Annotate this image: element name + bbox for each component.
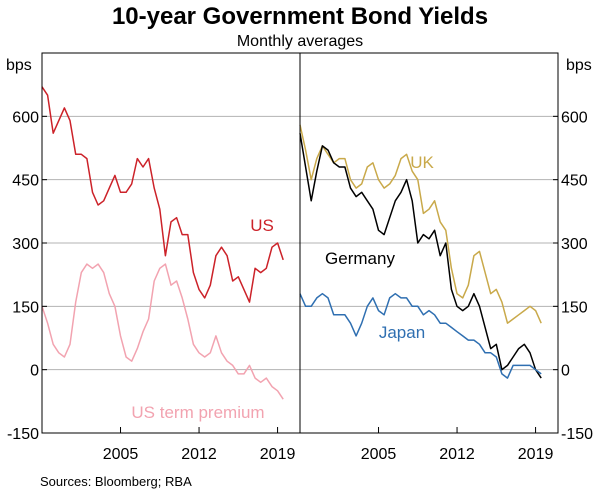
y-tick-label-right-3: 300 — [561, 236, 588, 253]
y-tick-label-left-0: -150 — [7, 426, 39, 443]
x-tick-label-left-0: 2005 — [103, 446, 139, 463]
data-series — [41, 86, 542, 400]
y-tick-label-left-5: 600 — [12, 109, 39, 126]
source-note: Sources: Bloomberg; RBA — [40, 474, 192, 489]
series-label-us-term-premium: US term premium — [131, 403, 264, 422]
series-line-japan — [299, 292, 542, 379]
x-tick-label-left-2: 2019 — [260, 446, 296, 463]
series-label-us: US — [250, 216, 274, 235]
y-tick-label-right-4: 450 — [561, 173, 588, 190]
series-line-germany — [299, 133, 542, 379]
axes: -150 0 150 300 450 600 bps 2005 2012 2019 -150 0 150… — [6, 57, 593, 463]
y-tick-label-right-2: 150 — [561, 299, 588, 316]
x-tick-label-left-1: 2012 — [181, 446, 217, 463]
gridlines — [42, 115, 558, 371]
y-axis-unit-left: bps — [6, 57, 32, 74]
y-tick-label-left-3: 300 — [12, 236, 39, 253]
series-line-uk — [299, 124, 542, 324]
y-tick-label-right-1: 0 — [561, 363, 570, 380]
y-tick-label-left-2: 150 — [12, 299, 39, 316]
series-label-japan: Japan — [379, 323, 425, 342]
x-tick-label-right-1: 2012 — [439, 446, 475, 463]
chart-subtitle: Monthly averages — [237, 33, 363, 50]
series-label-uk: UK — [410, 153, 434, 172]
chart-title: 10-year Government Bond Yields — [112, 3, 488, 30]
series-line-us-term-premium — [41, 263, 284, 400]
series-label-germany: Germany — [325, 249, 395, 268]
series-labels: US US term premium UK Germany Japan — [131, 153, 434, 422]
y-tick-label-right-5: 600 — [561, 109, 588, 126]
y-tick-label-left-1: 0 — [30, 363, 39, 380]
x-tick-label-right-0: 2005 — [361, 446, 397, 463]
y-tick-label-left-4: 450 — [12, 173, 39, 190]
y-axis-unit-right: bps — [566, 57, 592, 74]
y-tick-label-right-0: -150 — [561, 426, 593, 443]
x-tick-label-right-2: 2019 — [518, 446, 554, 463]
series-line-us — [41, 86, 284, 303]
